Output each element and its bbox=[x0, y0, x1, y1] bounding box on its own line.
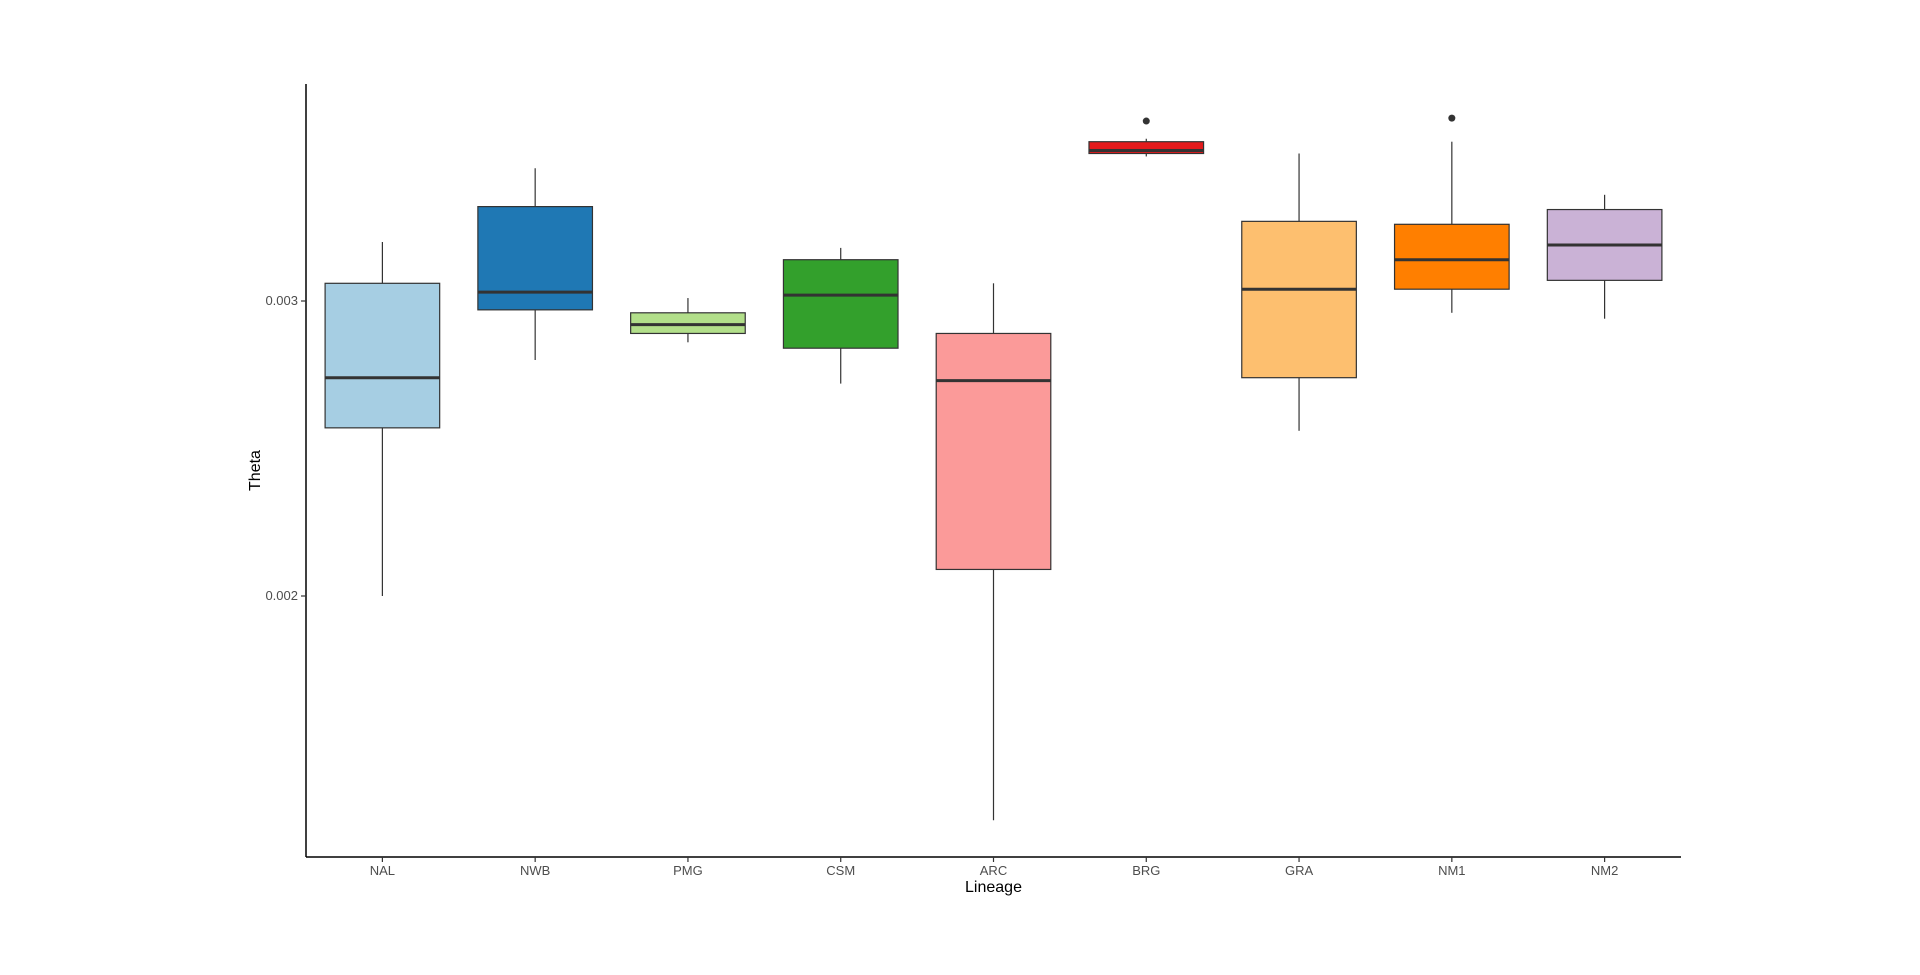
y-tick-label: 0.003 bbox=[265, 293, 298, 308]
box-pmg bbox=[630, 298, 746, 343]
box-iqr bbox=[935, 332, 1052, 571]
x-tick-label: CSM bbox=[826, 863, 855, 878]
x-axis-title: Lineage bbox=[965, 879, 1022, 896]
box-nm1 bbox=[1393, 114, 1510, 313]
x-tick-label: GRA bbox=[1285, 863, 1314, 878]
box-nm2 bbox=[1546, 194, 1663, 319]
x-tick-label: ARC bbox=[980, 863, 1007, 878]
y-axis-ticks: 0.002 0.003 bbox=[265, 293, 306, 603]
box-arc bbox=[935, 283, 1052, 821]
box-iqr bbox=[1241, 220, 1357, 379]
box-csm bbox=[782, 247, 899, 384]
y-tick-label: 0.002 bbox=[265, 588, 298, 603]
x-tick-label: NM2 bbox=[1591, 863, 1618, 878]
box-nwb bbox=[477, 168, 594, 360]
box-iqr bbox=[782, 259, 899, 349]
box-gra bbox=[1241, 153, 1357, 431]
y-axis-title: Theta bbox=[247, 450, 264, 491]
box-iqr bbox=[1088, 141, 1205, 155]
x-axis-ticks: NAL NWB PMG CSM ARC BRG GRA NM1 NM2 bbox=[370, 857, 1618, 878]
x-tick-label: PMG bbox=[673, 863, 703, 878]
x-tick-label: NWB bbox=[520, 863, 550, 878]
box-brg bbox=[1088, 117, 1205, 157]
box-nal bbox=[324, 242, 441, 596]
plot-area bbox=[324, 114, 1663, 821]
x-tick-label: BRG bbox=[1132, 863, 1160, 878]
x-tick-label: NAL bbox=[370, 863, 395, 878]
box-iqr bbox=[324, 282, 441, 429]
outlier-point bbox=[1142, 117, 1150, 125]
box-iqr bbox=[1393, 223, 1510, 290]
x-tick-label: NM1 bbox=[1438, 863, 1465, 878]
outlier-point bbox=[1448, 114, 1456, 122]
box-iqr bbox=[477, 206, 594, 311]
